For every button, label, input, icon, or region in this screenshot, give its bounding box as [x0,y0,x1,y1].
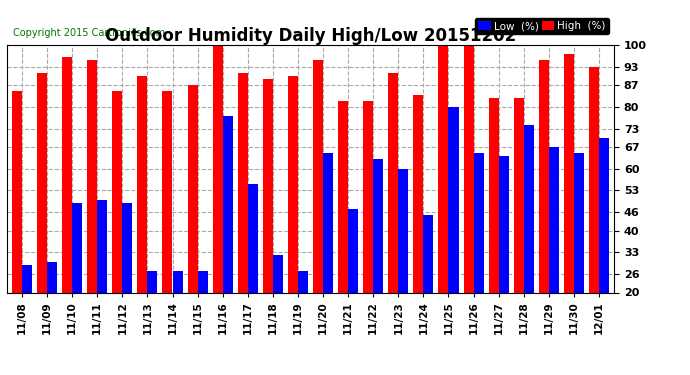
Bar [338,101,348,292]
Bar [22,265,32,292]
Title: Outdoor Humidity Daily High/Low 20151202: Outdoor Humidity Daily High/Low 20151202 [105,27,516,45]
Bar [348,209,358,292]
Bar [162,92,172,292]
Bar [122,203,132,292]
Bar [172,271,183,292]
Bar [473,153,484,292]
Bar [263,79,273,292]
Bar [564,54,574,292]
Bar [499,156,509,292]
Bar [464,45,473,292]
Bar [137,76,148,292]
Bar [589,67,599,292]
Bar [398,169,408,292]
Bar [438,45,449,292]
Bar [37,73,47,292]
Bar [188,85,197,292]
Bar [47,262,57,292]
Bar [489,98,499,292]
Bar [288,76,298,292]
Bar [273,255,283,292]
Bar [223,116,233,292]
Bar [313,60,323,292]
Bar [97,200,107,292]
Bar [148,271,157,292]
Bar [388,73,398,292]
Bar [62,57,72,292]
Bar [363,101,373,292]
Bar [238,73,248,292]
Bar [197,271,208,292]
Bar [87,60,97,292]
Bar [448,107,459,292]
Bar [248,184,258,292]
Bar [539,60,549,292]
Bar [413,94,424,292]
Legend: Low  (%), High  (%): Low (%), High (%) [475,18,609,34]
Bar [213,45,223,292]
Bar [549,147,559,292]
Bar [599,138,609,292]
Bar [12,92,22,292]
Text: Copyright 2015 Cartronics.com: Copyright 2015 Cartronics.com [13,28,165,38]
Bar [373,159,383,292]
Bar [574,153,584,292]
Bar [524,125,534,292]
Bar [72,203,82,292]
Bar [323,153,333,292]
Bar [514,98,524,292]
Bar [298,271,308,292]
Bar [112,92,122,292]
Bar [424,215,433,292]
